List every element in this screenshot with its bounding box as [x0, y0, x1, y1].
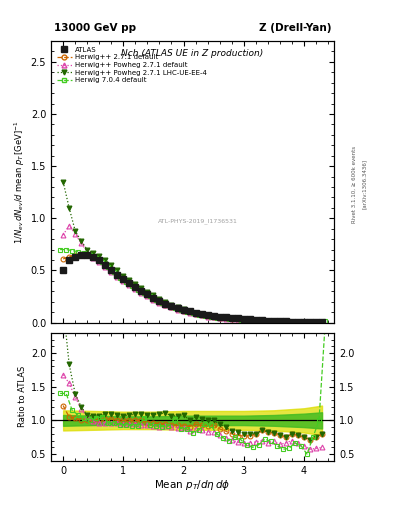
Text: [arXiv:1306.3436]: [arXiv:1306.3436] [362, 159, 367, 209]
Text: Z (Drell-Yan): Z (Drell-Yan) [259, 23, 331, 32]
Y-axis label: $1/N_{ev}\,dN_{ev}/d$ mean $p_T\,[\mathrm{GeV}]^{-1}$: $1/N_{ev}\,dN_{ev}/d$ mean $p_T\,[\mathr… [12, 120, 27, 244]
Text: 13000 GeV pp: 13000 GeV pp [54, 23, 136, 32]
Y-axis label: Ratio to ATLAS: Ratio to ATLAS [18, 366, 27, 428]
Text: Nch (ATLAS UE in Z production): Nch (ATLAS UE in Z production) [121, 50, 264, 58]
Text: Rivet 3.1.10, ≥ 600k events: Rivet 3.1.10, ≥ 600k events [352, 146, 357, 223]
Text: ATL-PHYS-2019_I1736531: ATL-PHYS-2019_I1736531 [158, 218, 238, 224]
Legend: ATLAS, Herwig++ 2.7.1 default, Herwig++ Powheg 2.7.1 default, Herwig++ Powheg 2.: ATLAS, Herwig++ 2.7.1 default, Herwig++ … [55, 45, 209, 86]
X-axis label: Mean $p_T/d\eta\,d\phi$: Mean $p_T/d\eta\,d\phi$ [154, 478, 231, 493]
